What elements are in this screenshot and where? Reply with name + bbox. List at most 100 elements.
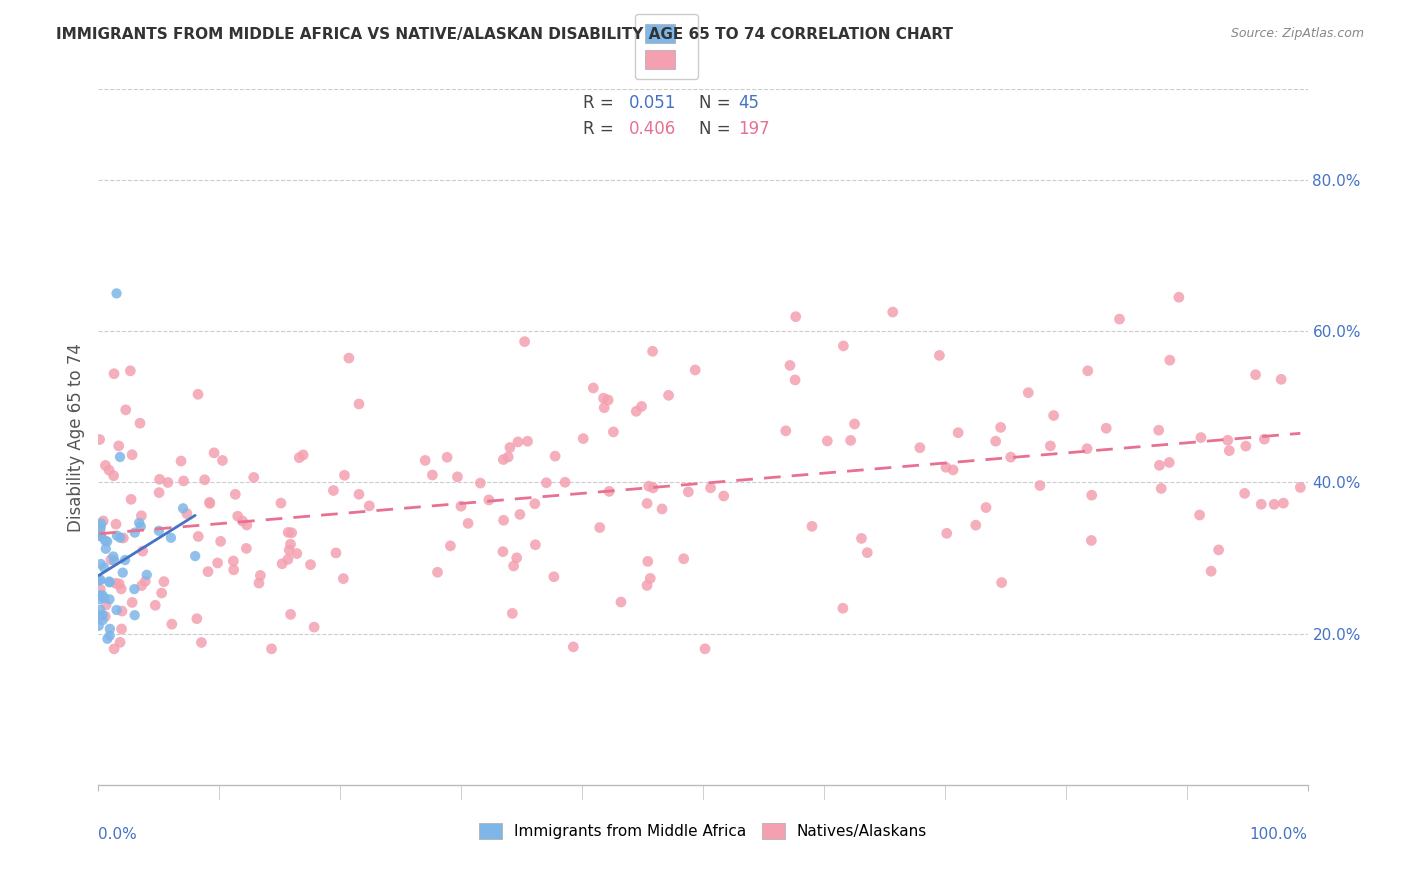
- Point: [1042, 409, 1064, 423]
- Point: [131, 508, 153, 523]
- Point: [87, 592, 110, 607]
- Point: [190, 635, 212, 649]
- Point: [280, 607, 302, 622]
- Point: [1289, 480, 1312, 494]
- Point: [347, 487, 370, 501]
- Point: [839, 434, 862, 448]
- Point: [935, 526, 957, 541]
- Point: [91, 589, 114, 603]
- Point: [111, 566, 134, 580]
- Point: [90, 520, 112, 534]
- Point: [135, 567, 157, 582]
- Point: [277, 552, 299, 566]
- Point: [89, 574, 111, 588]
- Point: [278, 543, 301, 558]
- Point: [103, 553, 125, 567]
- Point: [89, 433, 111, 447]
- Point: [124, 582, 146, 596]
- Point: [90, 529, 112, 543]
- Point: [129, 519, 152, 533]
- Point: [91, 514, 114, 528]
- Point: [90, 557, 112, 571]
- Point: [1080, 488, 1102, 502]
- Point: [592, 391, 614, 405]
- Text: IMMIGRANTS FROM MIDDLE AFRICA VS NATIVE/ALASKAN DISABILITY AGE 65 TO 74 CORRELAT: IMMIGRANTS FROM MIDDLE AFRICA VS NATIVE/…: [56, 27, 953, 42]
- Point: [332, 572, 354, 586]
- Point: [505, 550, 527, 565]
- Point: [544, 449, 567, 463]
- Point: [222, 563, 245, 577]
- Point: [98, 622, 121, 636]
- Point: [536, 475, 558, 490]
- Point: [851, 532, 873, 546]
- Text: 0.406: 0.406: [628, 120, 676, 138]
- Point: [105, 529, 128, 543]
- Point: [524, 538, 547, 552]
- Point: [422, 468, 444, 483]
- Point: [1029, 478, 1052, 492]
- Point: [288, 450, 311, 465]
- Point: [89, 588, 111, 602]
- Point: [699, 481, 721, 495]
- Point: [1218, 443, 1240, 458]
- Point: [134, 574, 156, 589]
- Text: Source: ZipAtlas.com: Source: ZipAtlas.com: [1230, 27, 1364, 40]
- Point: [236, 518, 259, 533]
- Point: [630, 400, 652, 414]
- Point: [194, 473, 217, 487]
- Point: [436, 450, 458, 465]
- Point: [131, 579, 153, 593]
- Point: [1159, 353, 1181, 368]
- Point: [1076, 442, 1098, 456]
- Point: [100, 553, 122, 567]
- Point: [1272, 496, 1295, 510]
- Text: 0.0%: 0.0%: [98, 827, 138, 842]
- Point: [882, 305, 904, 319]
- Point: [198, 496, 221, 510]
- Point: [184, 549, 207, 563]
- Point: [96, 632, 118, 646]
- Point: [271, 557, 294, 571]
- Point: [457, 516, 479, 531]
- Point: [470, 476, 492, 491]
- Point: [775, 424, 797, 438]
- Text: 45: 45: [738, 94, 759, 112]
- Text: R =: R =: [583, 120, 620, 138]
- Point: [856, 546, 879, 560]
- Point: [98, 629, 121, 643]
- Point: [89, 603, 111, 617]
- Point: [496, 450, 519, 464]
- Point: [104, 576, 127, 591]
- Point: [87, 619, 110, 633]
- Point: [89, 608, 111, 623]
- Point: [270, 496, 292, 510]
- Point: [110, 622, 132, 636]
- Point: [280, 525, 302, 540]
- Point: [103, 367, 125, 381]
- Point: [1234, 439, 1257, 453]
- Point: [107, 439, 129, 453]
- Point: [94, 541, 117, 556]
- Point: [224, 487, 246, 501]
- Point: [94, 533, 117, 548]
- Point: [1039, 439, 1062, 453]
- Point: [91, 608, 114, 623]
- Point: [94, 598, 117, 612]
- Point: [492, 513, 515, 527]
- Point: [413, 453, 436, 467]
- Point: [439, 539, 461, 553]
- Point: [187, 387, 209, 401]
- Text: 100.0%: 100.0%: [1250, 827, 1308, 842]
- Point: [91, 613, 114, 627]
- Point: [150, 586, 173, 600]
- Point: [114, 553, 136, 567]
- Point: [478, 492, 501, 507]
- Point: [543, 570, 565, 584]
- Point: [128, 516, 150, 530]
- Point: [207, 556, 229, 570]
- Point: [672, 551, 695, 566]
- Point: [713, 489, 735, 503]
- Point: [779, 359, 801, 373]
- Point: [198, 495, 221, 509]
- Point: [325, 546, 347, 560]
